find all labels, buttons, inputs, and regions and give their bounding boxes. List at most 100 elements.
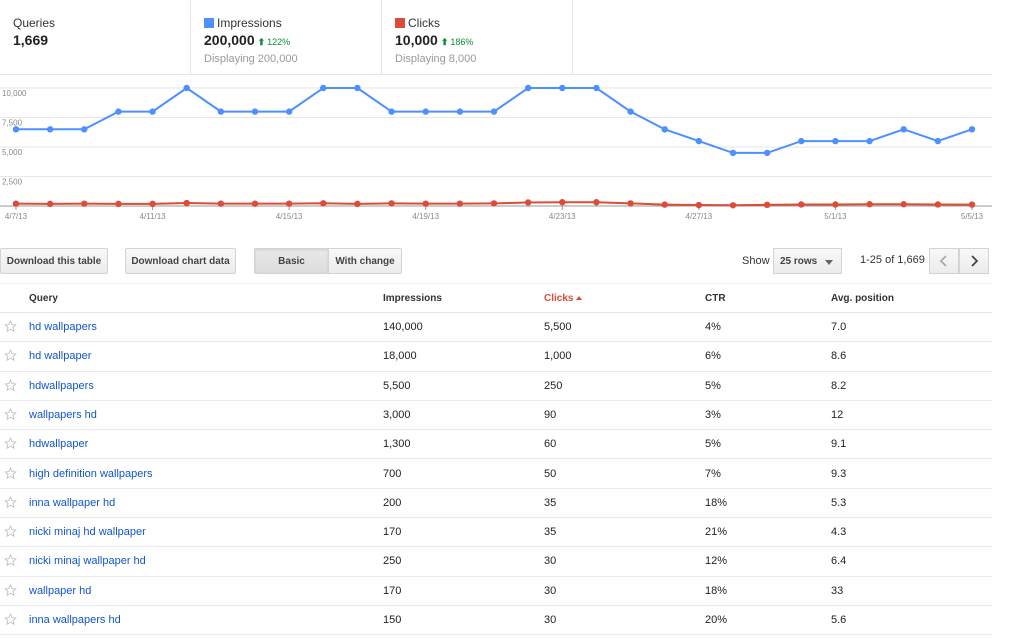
query-link[interactable]: nicki minaj wallpaper hd: [29, 555, 146, 568]
next-page-button[interactable]: [959, 248, 989, 274]
download-table-button[interactable]: Download this table: [0, 248, 108, 274]
impressions-cell: 170: [383, 526, 402, 539]
table-row: hdwallpaper 1,300 60 5% 9.1: [0, 430, 992, 460]
metric-label: Queries: [13, 16, 56, 30]
data-point-impressions: [183, 84, 190, 92]
star-icon[interactable]: [4, 320, 17, 333]
query-link[interactable]: hdwallpaper: [29, 438, 89, 451]
avg-position-cell: 4.3: [831, 526, 847, 539]
data-point-impressions: [559, 84, 566, 92]
avg-position-cell: 6.4: [831, 555, 847, 568]
sort-ascending-icon: [576, 296, 583, 300]
table-header: Query Impressions Clicks CTR Avg. positi…: [0, 283, 992, 313]
star-icon[interactable]: [4, 378, 17, 392]
star-icon[interactable]: [4, 583, 17, 597]
star-icon[interactable]: [4, 407, 17, 421]
impressions-cell: 170: [383, 584, 402, 597]
clicks-cell: 35: [544, 526, 557, 539]
data-point-clicks: [217, 200, 225, 207]
basic-view-button[interactable]: Basic: [254, 248, 329, 274]
metric-label: Impressions: [217, 16, 282, 30]
data-point-impressions: [285, 108, 293, 115]
metric-displaying: Displaying 8,000: [395, 53, 477, 65]
star-icon[interactable]: [4, 613, 17, 626]
with-change-view-button[interactable]: With change: [329, 248, 402, 274]
data-point-clicks: [422, 200, 429, 207]
query-link[interactable]: inna wallpapers hd: [29, 614, 121, 626]
data-point-impressions: [627, 108, 634, 115]
data-point-clicks: [149, 200, 156, 208]
table-row: nicki minaj wallpaper hd 250 30 12% 6.4: [0, 547, 992, 577]
rows-per-page-select[interactable]: 25 rows: [773, 248, 842, 274]
star-icon[interactable]: [4, 554, 17, 567]
download-chart-data-button[interactable]: Download chart data: [125, 248, 236, 274]
query-link[interactable]: nicki minaj hd wallpaper: [29, 526, 146, 539]
metric-impressions[interactable]: Impressions 200,000 ⬆ 122% Displaying 200,…: [190, 0, 381, 75]
data-point-impressions: [593, 84, 600, 92]
query-link[interactable]: high definition wallpapers: [29, 467, 153, 480]
x-tick-label: 4/15/13: [276, 212, 303, 221]
impressions-cell: 140,000: [383, 321, 423, 333]
ctr-cell: 5%: [705, 379, 721, 392]
impressions-cell: 150: [383, 614, 402, 626]
data-point-impressions: [422, 108, 429, 115]
data-point-impressions: [320, 84, 327, 92]
query-link[interactable]: inna wallpaper hd: [29, 496, 116, 509]
data-point-clicks: [559, 199, 566, 206]
query-link[interactable]: hd wallpapers: [29, 321, 97, 333]
x-tick-label: 4/7/13: [5, 212, 28, 221]
data-point-clicks: [524, 199, 532, 206]
metric-clicks[interactable]: Clicks 10,000 ⬆ 186% Displaying 8,000: [381, 0, 573, 75]
previous-page-button[interactable]: [929, 248, 959, 274]
data-point-clicks: [354, 200, 361, 208]
ctr-cell: 5%: [705, 438, 721, 451]
data-point-clicks: [81, 200, 88, 207]
avg-position-cell: 8.2: [831, 379, 847, 392]
x-tick-label: 4/27/13: [686, 212, 713, 221]
column-header-clicks[interactable]: Clicks: [544, 293, 583, 304]
pagination-range: 1-25 of 1,669: [860, 254, 925, 266]
y-tick-label: 10,000: [2, 89, 27, 98]
column-header-query[interactable]: Query: [29, 293, 58, 304]
ctr-cell: 21%: [705, 526, 728, 539]
star-icon[interactable]: [4, 525, 17, 538]
column-header-avg-position[interactable]: Avg. position: [831, 293, 894, 304]
star-icon[interactable]: [4, 466, 17, 480]
arrow-up-icon: ⬆: [440, 37, 449, 47]
clicks-cell: 30: [544, 584, 557, 597]
metric-queries[interactable]: Queries 1,669: [0, 0, 190, 75]
y-tick-label: 7,500: [2, 119, 23, 128]
data-point-clicks: [183, 199, 190, 207]
star-icon[interactable]: [4, 495, 17, 509]
data-point-clicks: [866, 201, 873, 208]
metric-value: 200,000: [204, 32, 255, 48]
column-header-impressions[interactable]: Impressions: [383, 293, 442, 304]
data-point-clicks: [695, 201, 703, 209]
query-link[interactable]: hd wallpaper: [29, 350, 92, 363]
table-row: nicki minaj hd wallpaper 170 35 21% 4.3: [0, 518, 992, 548]
query-link[interactable]: wallpapers hd: [29, 408, 97, 421]
impressions-color-swatch[interactable]: [204, 18, 214, 28]
data-point-impressions: [81, 126, 88, 133]
y-tick-label: 5,000: [2, 148, 23, 157]
column-header-ctr[interactable]: CTR: [705, 293, 726, 304]
avg-position-cell: 7.0: [831, 321, 847, 333]
data-point-clicks: [115, 200, 122, 208]
avg-position-cell: 33: [831, 584, 844, 597]
avg-position-cell: 8.6: [831, 350, 847, 363]
data-point-clicks: [661, 201, 668, 208]
query-link[interactable]: hdwallpapers: [29, 379, 94, 392]
data-point-impressions: [490, 108, 498, 115]
table-row: hdwallpapers 5,500 250 5% 8.2: [0, 372, 992, 401]
data-point-impressions: [832, 137, 839, 145]
performance-chart[interactable]: 10,000 7,500 5,000 2,500 4/7/13 4/11/13 4/15/1…: [0, 78, 1000, 228]
impressions-cell: 18,000: [383, 350, 417, 363]
clicks-color-swatch[interactable]: [395, 18, 405, 28]
ctr-cell: 12%: [705, 555, 728, 568]
data-point-impressions: [217, 108, 225, 115]
table-row: inna wallpaper hd 200 35 18% 5.3: [0, 489, 992, 519]
query-link[interactable]: wallpaper hd: [29, 584, 92, 597]
star-icon[interactable]: [4, 349, 17, 362]
impressions-cell: 5,500: [383, 379, 411, 392]
star-icon[interactable]: [4, 437, 17, 450]
